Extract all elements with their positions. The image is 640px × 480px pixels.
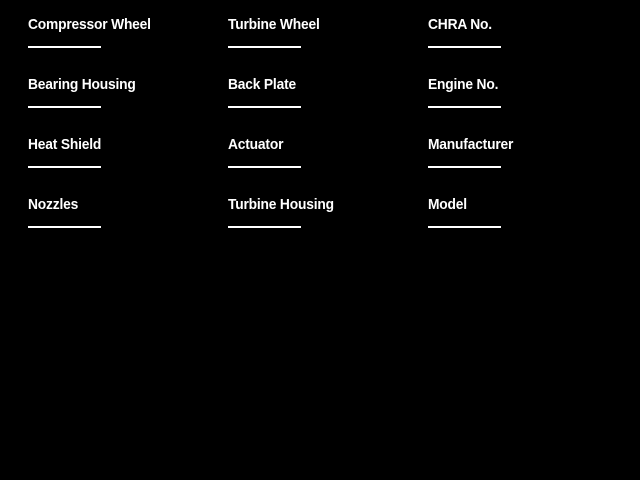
field-rule	[228, 166, 301, 168]
field-label-heat-shield: Heat Shield	[28, 136, 102, 153]
field-rule	[428, 106, 501, 108]
field-group-back-plate: Back Plate	[228, 76, 388, 108]
field-rule	[428, 46, 501, 48]
field-rule	[28, 46, 101, 48]
field-group-manufacturer: Manufacturer	[428, 136, 588, 168]
field-group-chra-no: CHRA No.	[428, 16, 588, 48]
field-input-model[interactable]	[428, 226, 501, 228]
field-label-actuator: Actuator	[228, 136, 284, 153]
field-label-bearing-housing: Bearing Housing	[28, 76, 136, 93]
field-label-chra-no: CHRA No.	[428, 16, 492, 33]
field-input-turbine-wheel[interactable]	[228, 46, 301, 48]
field-group-nozzles: Nozzles	[28, 196, 188, 228]
field-label-nozzles: Nozzles	[28, 196, 79, 213]
field-input-turbine-housing[interactable]	[228, 226, 301, 228]
field-rule	[28, 226, 101, 228]
field-label-turbine-housing: Turbine Housing	[228, 196, 334, 213]
field-group-actuator: Actuator	[228, 136, 388, 168]
field-input-engine-no[interactable]	[428, 106, 501, 108]
field-rule	[228, 226, 301, 228]
field-group-heat-shield: Heat Shield	[28, 136, 188, 168]
field-rule	[28, 106, 101, 108]
field-input-back-plate[interactable]	[228, 106, 301, 108]
field-input-heat-shield[interactable]	[28, 166, 101, 168]
field-input-nozzles[interactable]	[28, 226, 101, 228]
field-rule	[228, 106, 301, 108]
field-group-bearing-housing: Bearing Housing	[28, 76, 188, 108]
field-input-actuator[interactable]	[228, 166, 301, 168]
field-group-compressor-wheel: Compressor Wheel	[28, 16, 188, 48]
field-rule	[28, 166, 101, 168]
field-label-engine-no: Engine No.	[428, 76, 499, 93]
field-group-turbine-housing: Turbine Housing	[228, 196, 388, 228]
field-label-back-plate: Back Plate	[228, 76, 296, 93]
field-input-bearing-housing[interactable]	[28, 106, 101, 108]
field-group-model: Model	[428, 196, 588, 228]
field-group-engine-no: Engine No.	[428, 76, 588, 108]
field-rule	[428, 226, 501, 228]
field-rule	[428, 166, 501, 168]
field-label-manufacturer: Manufacturer	[428, 136, 514, 153]
field-label-turbine-wheel: Turbine Wheel	[228, 16, 320, 33]
field-group-turbine-wheel: Turbine Wheel	[228, 16, 388, 48]
field-label-compressor-wheel: Compressor Wheel	[28, 16, 151, 33]
field-input-chra-no[interactable]	[428, 46, 501, 48]
field-input-manufacturer[interactable]	[428, 166, 501, 168]
field-input-compressor-wheel[interactable]	[28, 46, 101, 48]
field-rule	[228, 46, 301, 48]
field-label-model: Model	[428, 196, 467, 213]
